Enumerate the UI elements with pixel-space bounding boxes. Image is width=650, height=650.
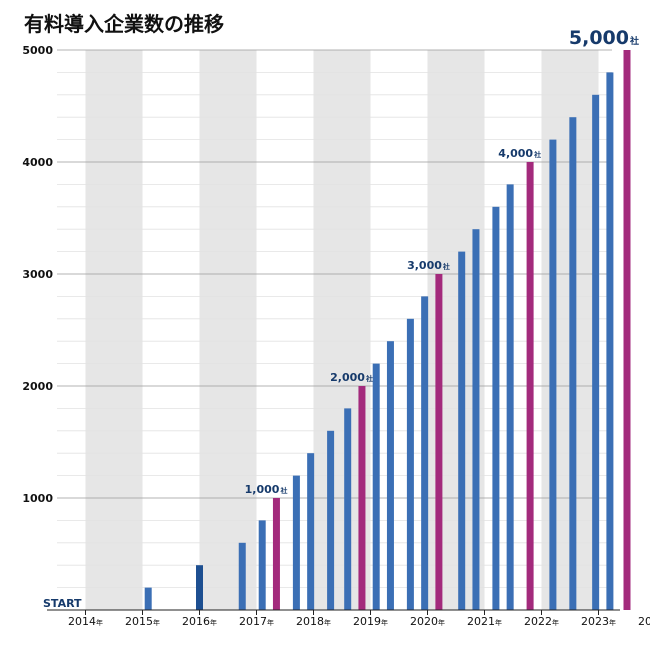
bar: [592, 94, 600, 611]
x-tick-label: 2018年: [296, 615, 331, 628]
y-tick-label: 3000: [22, 268, 53, 281]
bar: [606, 72, 614, 610]
bar: [492, 206, 500, 611]
bar: [344, 408, 352, 610]
start-label: START: [43, 597, 82, 610]
y-tick-label: 5000: [22, 44, 53, 57]
bar: [549, 139, 557, 610]
bar: [569, 117, 577, 610]
bar: [421, 296, 429, 610]
milestone-label: 1,000: [245, 483, 280, 496]
bar: [506, 184, 514, 610]
bar: [372, 363, 380, 610]
x-tick-label: 2016年: [182, 615, 217, 628]
bar: [258, 520, 266, 610]
bar: [272, 498, 280, 610]
bar: [472, 229, 480, 610]
milestone-label: 2,000: [330, 371, 365, 384]
milestone-label: 5,000: [569, 27, 629, 49]
x-tick-label: 2019年: [353, 615, 388, 628]
year-band: [199, 50, 257, 610]
bar: [327, 430, 335, 610]
x-tick-label: 2015年: [125, 615, 160, 628]
chart-title: 有料導入企業数の推移: [24, 12, 224, 36]
milestone-unit: 社: [533, 150, 541, 159]
bar: [623, 50, 631, 610]
x-tick-label: 2021年: [467, 615, 502, 628]
bar: [358, 386, 366, 610]
x-tick-label: 2023年: [581, 615, 616, 628]
bar: [526, 162, 534, 610]
milestone-label: 3,000: [407, 259, 442, 272]
bar: [458, 251, 466, 610]
x-tick-label: 2017年: [239, 615, 274, 628]
bar: [435, 274, 443, 610]
x-tick-label: 2014年: [68, 615, 103, 628]
milestone-label: 4,000: [498, 147, 533, 160]
bar: [238, 542, 246, 610]
milestone-unit: 社: [279, 486, 287, 495]
bar: [144, 587, 152, 610]
milestone-unit: 社: [442, 262, 450, 271]
bar: [386, 341, 394, 610]
x-tick-label: 2020年: [410, 615, 445, 628]
bar: [196, 565, 203, 610]
milestone-unit: 社: [629, 35, 639, 47]
bar: [307, 453, 315, 610]
year-band: [85, 50, 143, 610]
y-tick-label: 4000: [22, 156, 53, 169]
y-tick-label: 2000: [22, 380, 53, 393]
milestone-unit: 社: [365, 374, 373, 383]
x-tick-label: 2024年: [638, 615, 650, 628]
x-tick-label: 2022年: [524, 615, 559, 628]
bar: [292, 475, 300, 610]
bar: [406, 318, 414, 610]
y-tick-label: 1000: [22, 492, 53, 505]
